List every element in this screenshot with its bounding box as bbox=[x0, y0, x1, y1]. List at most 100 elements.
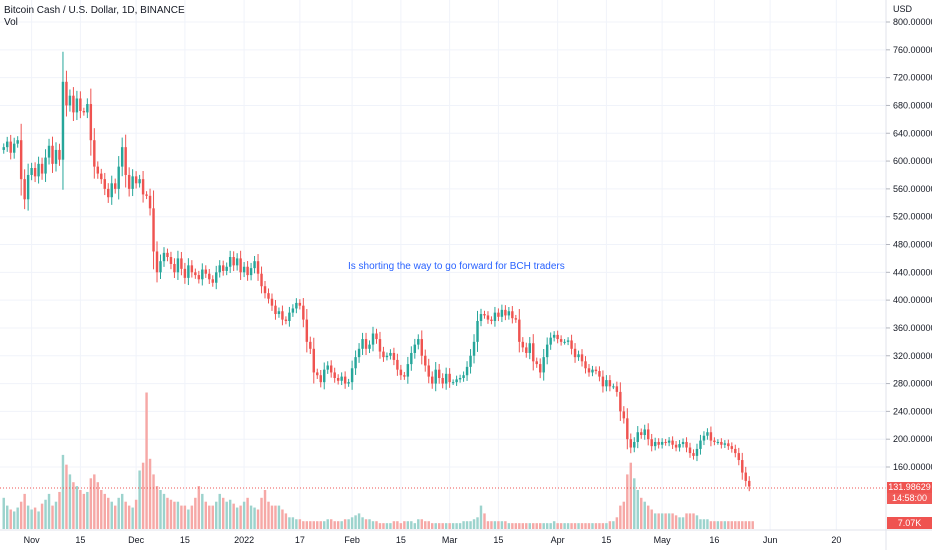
volume-bar bbox=[685, 513, 688, 529]
candle-body bbox=[626, 418, 629, 440]
candle-body bbox=[723, 443, 727, 445]
volume-bar bbox=[382, 523, 385, 529]
candle-body bbox=[720, 441, 723, 445]
candle-body bbox=[598, 371, 601, 377]
volume-bar bbox=[371, 521, 375, 529]
candle-body bbox=[434, 369, 437, 384]
candle-body bbox=[361, 339, 364, 349]
chart-annotation[interactable]: Is shorting the way to go forward for BC… bbox=[348, 261, 565, 272]
candle-body bbox=[190, 265, 194, 273]
candle-body bbox=[19, 140, 23, 180]
volume-bar bbox=[444, 523, 448, 529]
volume-bar bbox=[385, 523, 389, 529]
volume-value-tag: 7.07K bbox=[887, 517, 932, 529]
volume-bar bbox=[26, 505, 30, 529]
volume-bar bbox=[580, 523, 584, 529]
volume-bar bbox=[183, 505, 187, 529]
volume-bar bbox=[542, 523, 545, 529]
candle-body bbox=[211, 279, 214, 283]
volume-bar bbox=[514, 523, 518, 529]
candle-body bbox=[72, 95, 75, 113]
candle-body bbox=[159, 261, 162, 273]
y-tick-label: 160.00000 bbox=[893, 462, 932, 472]
volume-bar bbox=[563, 523, 566, 529]
candle-body bbox=[225, 266, 228, 271]
candle-body bbox=[577, 354, 580, 358]
volume-bar bbox=[141, 462, 145, 529]
volume-bar bbox=[124, 501, 127, 529]
candle-body bbox=[403, 375, 406, 377]
volume-bar bbox=[6, 505, 9, 529]
volume-bar bbox=[490, 521, 493, 529]
candle-body bbox=[291, 308, 295, 313]
candle-body bbox=[427, 365, 430, 377]
candle-body bbox=[180, 258, 183, 269]
volume-bar bbox=[103, 493, 106, 529]
candle-body bbox=[89, 104, 93, 141]
candle-body bbox=[706, 432, 709, 436]
volume-bar bbox=[653, 513, 657, 529]
volume-bar bbox=[368, 519, 371, 529]
volume-bar bbox=[462, 521, 465, 529]
volume-bar bbox=[601, 523, 605, 529]
candle-body bbox=[646, 429, 650, 440]
bar-countdown-tag: 14:58:00 bbox=[887, 493, 932, 504]
volume-bar bbox=[608, 521, 612, 529]
candle-body bbox=[490, 319, 493, 321]
candle-body bbox=[396, 359, 399, 370]
candle-body bbox=[218, 265, 221, 273]
volume-bar bbox=[448, 523, 451, 529]
volume-bar bbox=[720, 521, 723, 529]
volume-bar bbox=[413, 523, 417, 529]
candle-body bbox=[681, 441, 685, 445]
volume-bar bbox=[622, 501, 626, 529]
candle-body bbox=[441, 378, 444, 384]
candle-body bbox=[107, 188, 110, 198]
x-tick-label: 17 bbox=[295, 535, 305, 545]
volume-bar bbox=[16, 507, 19, 529]
candle-body bbox=[462, 375, 465, 378]
volume-bar bbox=[713, 521, 716, 529]
candle-body bbox=[702, 435, 706, 441]
volume-bar bbox=[699, 519, 702, 529]
volume-bar bbox=[242, 501, 246, 529]
candle-body bbox=[201, 269, 204, 280]
volume-bar bbox=[312, 521, 316, 529]
candle-body bbox=[270, 298, 274, 306]
candle-body bbox=[615, 386, 619, 392]
candle-body bbox=[197, 275, 201, 280]
candle-body bbox=[232, 257, 235, 266]
volume-bar bbox=[54, 501, 58, 529]
candle-body bbox=[382, 351, 385, 358]
volume-bar bbox=[695, 515, 699, 529]
candle-body bbox=[528, 343, 531, 353]
x-tick-label: Apr bbox=[551, 535, 565, 545]
volume-bar bbox=[89, 478, 93, 529]
candle-body bbox=[288, 312, 291, 321]
volume-bar bbox=[37, 511, 40, 529]
volume-bar bbox=[486, 521, 490, 529]
candle-body bbox=[302, 305, 305, 320]
candle-body bbox=[643, 429, 646, 436]
x-tick-label: 2022 bbox=[234, 535, 254, 545]
x-tick-label: Mar bbox=[442, 535, 458, 545]
volume-bar bbox=[458, 523, 462, 529]
volume-bar bbox=[573, 523, 577, 529]
candle-body bbox=[51, 145, 54, 164]
candle-body bbox=[354, 357, 357, 369]
x-tick-label: 15 bbox=[493, 535, 503, 545]
volume-bar bbox=[688, 513, 692, 529]
volume-bar bbox=[465, 521, 469, 529]
volume-bar bbox=[535, 523, 538, 529]
candle-body bbox=[479, 314, 483, 321]
candle-body bbox=[357, 348, 361, 358]
x-tick-label: Dec bbox=[128, 535, 145, 545]
candle-body bbox=[549, 337, 552, 345]
candle-body bbox=[612, 386, 615, 388]
volume-bar bbox=[239, 505, 242, 529]
volume-bar bbox=[260, 497, 263, 529]
volume-bar bbox=[235, 507, 239, 529]
candle-body bbox=[744, 472, 747, 481]
